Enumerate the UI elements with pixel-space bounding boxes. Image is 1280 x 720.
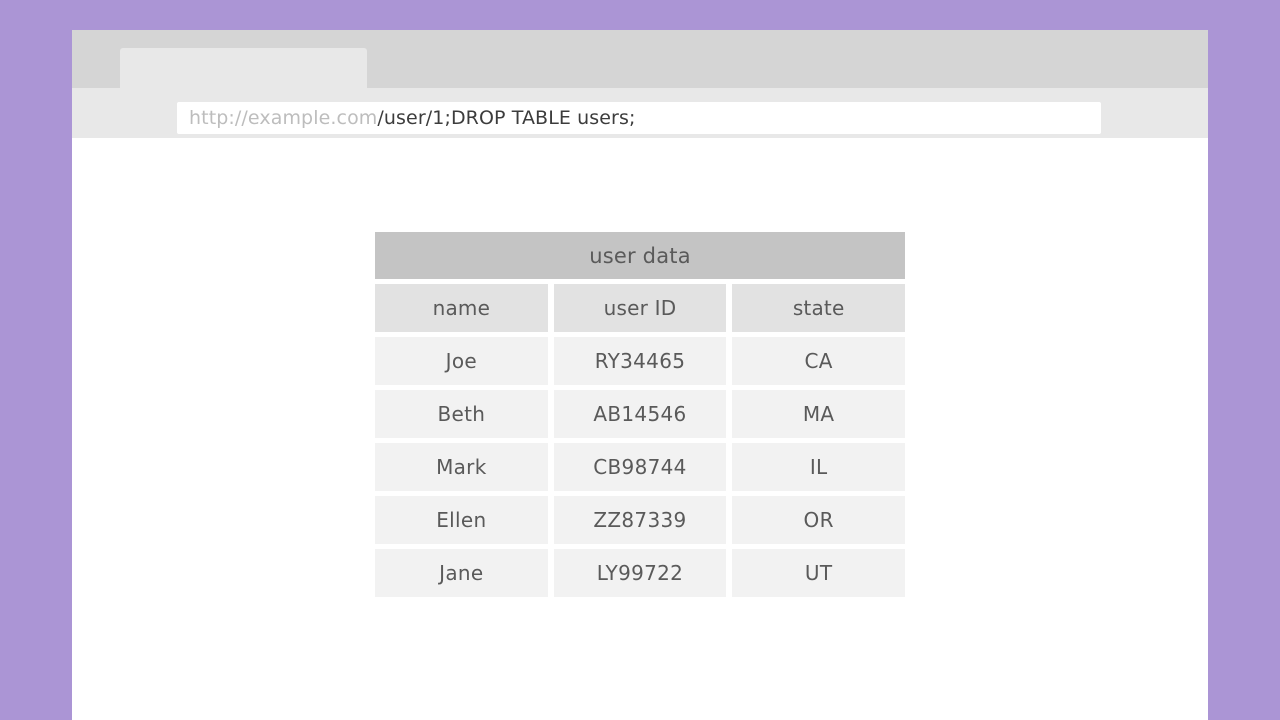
user-data-table: user data name user ID state Joe RY34465… (369, 227, 911, 602)
cell-state: CA (732, 337, 905, 385)
cell-user-id: CB98744 (553, 443, 727, 491)
address-bar-domain: http://example.com (189, 107, 378, 129)
page-content: user data name user ID state Joe RY34465… (72, 138, 1208, 720)
cell-name: Beth (375, 390, 548, 438)
browser-toolbar: http://example.com/user/1;DROP TABLE use… (72, 88, 1208, 138)
table-row: Beth AB14546 MA (375, 390, 905, 438)
browser-tab-label (120, 48, 367, 58)
address-bar-path: /user/1;DROP TABLE users; (377, 107, 636, 129)
table-row: Ellen ZZ87339 OR (375, 496, 905, 544)
table-body: Joe RY34465 CA Beth AB14546 MA Mark CB98… (375, 337, 905, 597)
browser-window: http://example.com/user/1;DROP TABLE use… (72, 30, 1208, 720)
cell-state: UT (732, 549, 905, 597)
table-row: Joe RY34465 CA (375, 337, 905, 385)
cell-name: Mark (375, 443, 548, 491)
table-title: user data (375, 232, 905, 279)
address-bar-text: http://example.com/user/1;DROP TABLE use… (189, 102, 635, 134)
table-row: Mark CB98744 IL (375, 443, 905, 491)
table-row: Jane LY99722 UT (375, 549, 905, 597)
cell-user-id: LY99722 (553, 549, 727, 597)
cell-user-id: RY34465 (553, 337, 727, 385)
cell-name: Jane (375, 549, 548, 597)
browser-title-bar (72, 30, 1208, 88)
column-header-name: name (375, 284, 548, 332)
cell-user-id: ZZ87339 (553, 496, 727, 544)
browser-tab[interactable] (120, 48, 367, 88)
cell-name: Joe (375, 337, 548, 385)
cell-user-id: AB14546 (553, 390, 727, 438)
column-header-state: state (732, 284, 905, 332)
table-head: user data name user ID state (375, 232, 905, 332)
cell-name: Ellen (375, 496, 548, 544)
cell-state: MA (732, 390, 905, 438)
table-title-row: user data (375, 232, 905, 279)
address-bar-input[interactable]: http://example.com/user/1;DROP TABLE use… (177, 102, 1101, 134)
cell-state: IL (732, 443, 905, 491)
column-header-user-id: user ID (553, 284, 727, 332)
table-header-row: name user ID state (375, 284, 905, 332)
cell-state: OR (732, 496, 905, 544)
